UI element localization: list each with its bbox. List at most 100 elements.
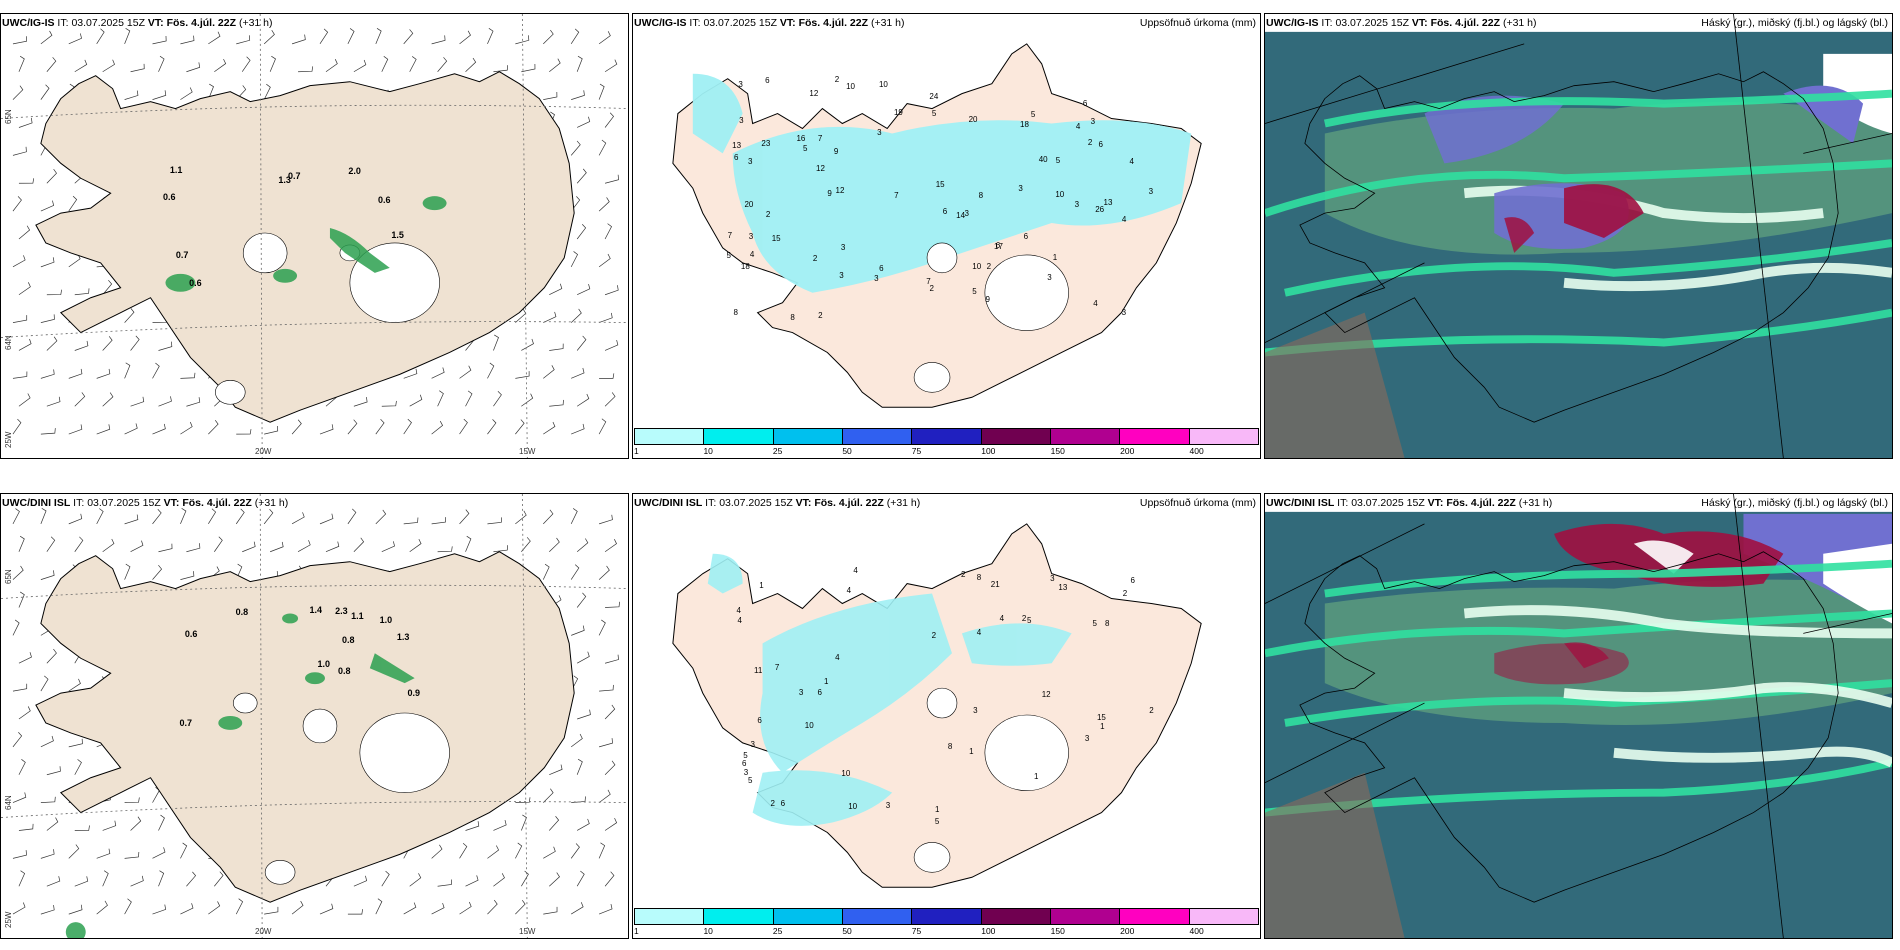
wind-barb [74,759,82,775]
wind-barb [124,851,140,859]
wind-barb [40,796,56,803]
wind-barb [549,58,561,73]
precip-value: 5 [1092,618,1097,628]
wind-barb [186,871,197,887]
wind-barb [74,825,90,831]
cloud-map [1265,14,1892,458]
wind-barb [542,563,550,580]
wind-barb [102,538,115,553]
wind-barb [599,684,614,692]
colorbar-ticks: 1 10 25 50 75 100 150 200 400 [634,446,1259,457]
precip-value: 8 [978,191,984,201]
wind-barb [74,340,89,351]
wind-barb [18,117,33,128]
precip-value-labels: 6 8 2 4 5 3 1 6 4 2 1 2 21 4 6 5 10 7 8 5 4 8 3 4 13 4 6 5 11 10 15 10 1… [633,494,1260,938]
precip-value: 3 [1047,272,1052,282]
wind-barb [270,541,284,553]
wind-map [1,494,628,938]
precip-value: 3 [964,209,969,219]
wind-barb [543,846,556,859]
precip-value: 12 [835,186,845,196]
colorbar-tick-label: 75 [911,926,922,936]
wind-barb [102,59,115,73]
wind-barb [403,418,412,435]
wind-barb [570,140,581,156]
wind-barb [576,651,590,664]
precip-value: 3 [748,231,754,241]
wind-barb [598,738,613,748]
precip-value: 7 [817,133,823,143]
colorbar-swatch [912,909,982,924]
wind-barb [353,537,365,552]
iceland-land [35,71,575,423]
precip-value: 2 [818,311,823,321]
wind-barb [487,419,497,435]
wind-panel-top: UWC/IG-IS IT: 03.07.2025 15Z VT: Fös. 4.… [0,13,629,459]
wind-barb [493,334,499,351]
precip-value: 4 [736,606,741,616]
wind-barb [570,733,583,748]
wind-barb [375,419,385,435]
wind-barb [12,731,23,748]
wind-value: 0.7 [175,250,189,261]
panel-variable-label: Háský (gr.), miðský (fj.bl.) og lágský (… [1701,497,1888,509]
wind-barb [46,817,59,831]
wind-barb [297,540,311,553]
wind-barb [46,289,62,296]
wind-barb [269,55,276,72]
wind-barb [158,396,172,407]
wind-barb [46,57,57,72]
wind-barb [102,336,113,351]
wind-barb [598,619,606,636]
lon-label: 20W [255,927,272,936]
colorbar-tick-label: 400 [1189,926,1204,936]
wind-barb [180,87,193,100]
colorbar-swatches [634,428,1259,445]
wind-barb [124,90,139,100]
wind-barb [74,536,84,552]
precip-value: 3 [874,274,879,284]
precip-value: 1 [969,747,974,757]
wind-barb [604,654,619,664]
wind-barb [18,759,26,775]
wind-barb [214,871,224,887]
wind-barb [459,509,470,525]
wind-barb [40,675,49,692]
wind-barb [549,764,563,776]
wind-barb [604,339,619,351]
wind-barb [570,843,580,859]
colorbar-swatch [842,909,913,924]
precip-value: 9 [833,146,839,156]
precip-value: 4 [749,249,755,259]
wind-barb [487,899,498,915]
precip-value: 20 [744,200,754,209]
wind-barb [576,335,587,351]
wind-value: 1.0 [379,615,393,626]
wind-barb [96,28,105,45]
colorbar-swatch [1050,429,1121,444]
wind-barb [576,870,585,887]
wind-barb [409,394,423,407]
wind-barb [437,57,448,72]
wind-barb [543,365,555,379]
wind-barb [130,875,144,887]
precip-panel-top: UWC/IG-IS IT: 03.07.2025 15Z VT: Fös. 4.… [632,13,1261,459]
wind-barb [263,508,274,525]
precip-value: 1 [759,580,764,590]
wind-barb [180,903,194,915]
wind-barb [214,58,227,73]
wind-barb [604,539,617,553]
wind-barb [18,282,31,296]
wind-barb [180,35,195,45]
wind-barb [208,901,221,915]
wind-barb [459,30,471,45]
wind-barb [570,508,578,525]
wind-barb [12,508,20,525]
wind-barb [96,508,104,525]
colorbar-tick-label: 200 [1120,446,1135,456]
wind-barb [543,421,556,435]
wind-value: 1.0 [317,659,330,670]
wind-barb [130,540,144,553]
wind-barb [68,424,83,435]
wind-barb [102,392,114,407]
